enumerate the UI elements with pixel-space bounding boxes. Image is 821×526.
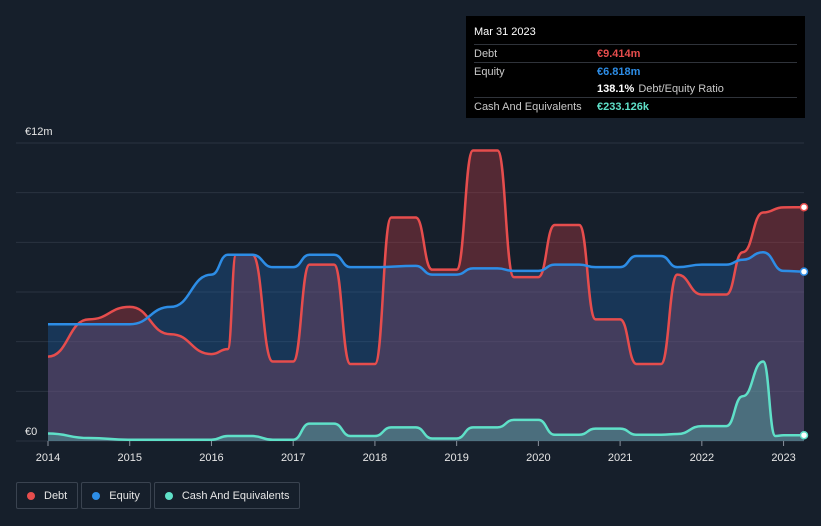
x-tick-label: 2016	[199, 452, 223, 464]
debt-area	[48, 150, 804, 441]
chart-endpoints	[799, 202, 809, 440]
legend-item-cash[interactable]: Cash And Equivalents	[153, 482, 301, 509]
x-tick-label: 2021	[608, 452, 632, 464]
tooltip-equity-label: Equity	[474, 65, 505, 78]
tooltip-debt-row: Debt €9.414m	[474, 44, 797, 62]
equity-endpoint	[799, 267, 809, 276]
debt-endpoint	[799, 202, 809, 212]
x-axis: 2014 2015 2016 2017 2018 2019 2020 2021 2022 2023	[36, 441, 796, 464]
chart-areas	[48, 150, 804, 441]
tooltip-ratio-label: Debt/Equity Ratio	[638, 82, 724, 95]
x-tick-label: 2017	[281, 452, 305, 464]
chart-lines	[47, 149, 805, 442]
legend-equity-label: Equity	[109, 489, 140, 502]
tooltip-equity-row: Equity €6.818m	[474, 62, 797, 80]
tooltip-ratio-value: 138.1%	[597, 82, 635, 95]
chart-legend: Debt Equity Cash And Equivalents	[16, 482, 301, 509]
x-tick-label: 2023	[771, 452, 795, 464]
legend-item-equity[interactable]: Equity	[81, 482, 151, 509]
x-tick-label: 2018	[363, 452, 387, 464]
tooltip-ratio-row: 138.1% Debt/Equity Ratio	[474, 80, 797, 97]
y-tick-label-max: €12m	[25, 126, 53, 138]
x-tick-label: 2020	[526, 452, 550, 464]
legend-debt-label: Debt	[44, 489, 68, 502]
legend-cash-dot-icon	[164, 491, 173, 500]
tooltip-cash-label: Cash And Equivalents	[474, 100, 582, 113]
tooltip-panel: Mar 31 2023 Debt €9.414m Equity €6.818m …	[466, 16, 805, 118]
cash-and-equivalents-endpoint	[799, 430, 809, 440]
legend-debt-dot-icon	[27, 491, 35, 500]
tooltip-cash-row: Cash And Equivalents €233.126k	[474, 97, 797, 115]
legend-cash-label: Cash And Equivalents	[181, 489, 290, 502]
tooltip-debt-label: Debt	[474, 47, 498, 60]
cash-and-equivalents-line	[47, 360, 805, 442]
legend-equity-dot-icon	[92, 491, 101, 500]
equity-line	[48, 251, 805, 326]
equity-area	[48, 252, 804, 441]
legend-item-debt[interactable]: Debt	[16, 482, 79, 509]
tooltip-equity-value: €6.818m	[597, 65, 641, 78]
y-tick-label-zero: €0	[25, 426, 37, 438]
tooltip-date: Mar 31 2023	[474, 26, 536, 38]
debt-line	[47, 149, 805, 366]
x-tick-label: 2019	[444, 452, 468, 464]
tooltip-debt-value: €9.414m	[597, 47, 641, 60]
x-tick-label: 2022	[690, 452, 714, 464]
x-tick-label: 2015	[117, 452, 141, 464]
tooltip-cash-value: €233.126k	[597, 100, 649, 113]
chart-gridlines	[16, 142, 804, 442]
cash-and-equivalents-area	[48, 361, 804, 441]
x-tick-label: 2014	[36, 452, 60, 464]
